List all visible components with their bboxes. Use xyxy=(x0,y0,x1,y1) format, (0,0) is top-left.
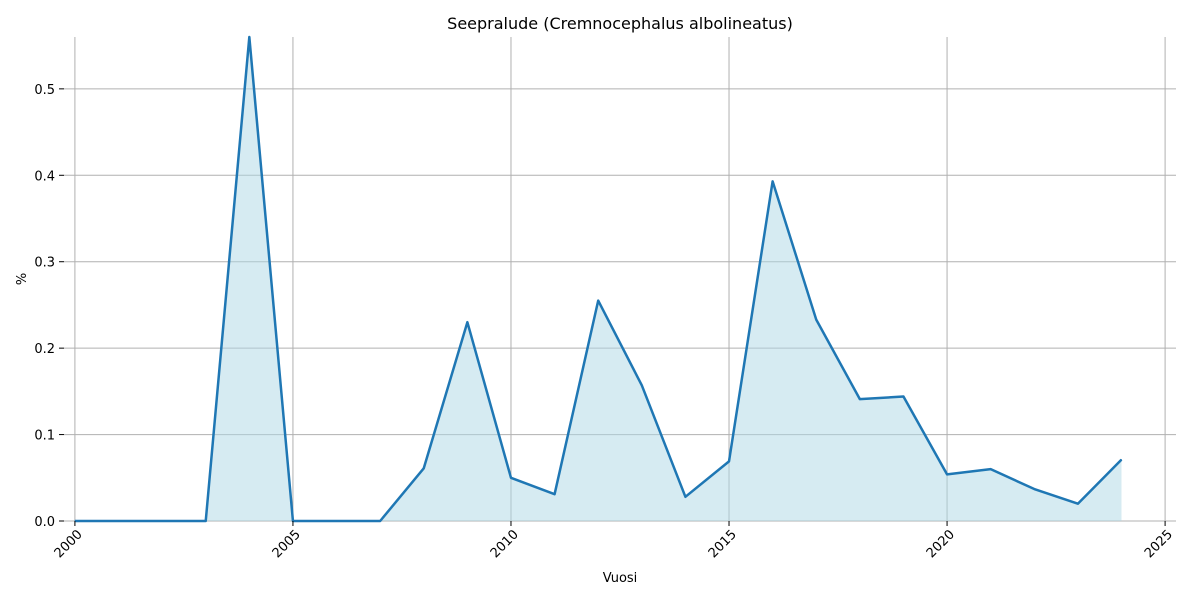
data-point xyxy=(554,493,556,495)
data-point xyxy=(772,180,774,182)
data-point xyxy=(597,300,599,302)
data-point xyxy=(815,319,817,321)
x-axis-label: Vuosi xyxy=(603,571,638,586)
data-point xyxy=(728,460,730,462)
y-tick-label: 0.1 xyxy=(34,429,55,444)
data-point xyxy=(336,520,338,522)
data-point xyxy=(379,520,381,522)
data-point xyxy=(990,468,992,470)
y-tick-label: 0.4 xyxy=(34,169,55,184)
y-tick-label: 0.5 xyxy=(34,83,55,98)
data-point xyxy=(684,496,686,498)
y-tick-label: 0.0 xyxy=(34,515,55,530)
data-point xyxy=(205,520,207,522)
data-point xyxy=(946,473,948,475)
data-point xyxy=(118,520,120,522)
data-point xyxy=(161,520,163,522)
data-point xyxy=(902,396,904,398)
data-point xyxy=(1120,459,1122,461)
data-point xyxy=(1033,488,1035,490)
y-tick-label: 0.3 xyxy=(34,256,55,271)
data-point xyxy=(466,321,468,323)
data-point xyxy=(859,398,861,400)
chart-title: Seepralude (Cremnocephalus albolineatus) xyxy=(447,14,793,33)
y-axis-ticks: 0.0 0.1 0.2 0.3 0.4 0.5 xyxy=(34,83,64,530)
y-axis-label: % xyxy=(15,273,30,285)
data-point xyxy=(423,467,425,469)
data-point xyxy=(248,36,250,38)
data-point xyxy=(510,477,512,479)
data-point xyxy=(641,384,643,386)
y-tick-label: 0.2 xyxy=(34,342,55,357)
data-point xyxy=(1077,503,1079,505)
